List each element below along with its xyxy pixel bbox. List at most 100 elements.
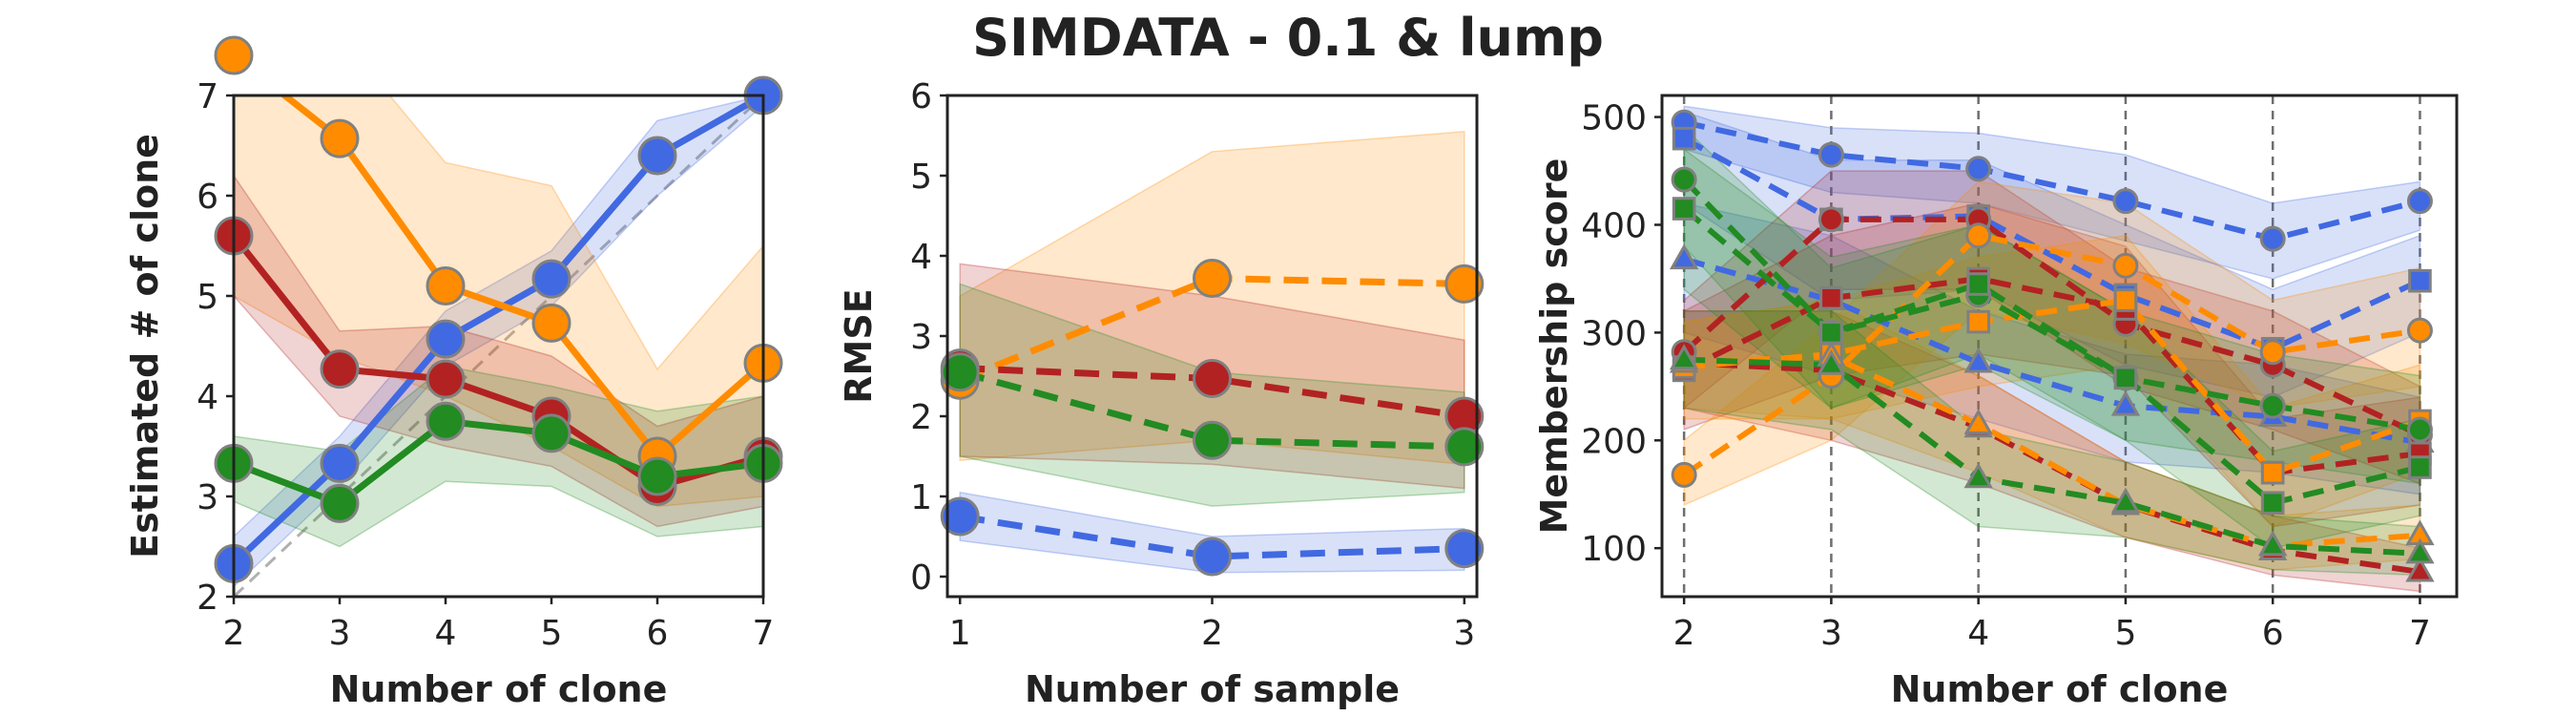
data-point-orange-circle [1965,222,1992,249]
data-point-green-square [1966,272,1990,296]
data-point-green-triangle [2405,537,2435,564]
data-point-orange-circle [2259,339,2286,366]
data-point-green-square [1819,321,1843,345]
data-point-green-square [2113,366,2138,390]
x-tick-label: 4 [1967,614,1989,653]
data-point-red-circle [1818,206,1844,233]
series-line-green [1681,177,2420,432]
data-point-green-circle [940,352,980,392]
data-point-blue-circle [1965,156,1992,182]
data-point-red-circle [1193,359,1232,399]
series-line-green [1682,206,2421,506]
y-tick-label: 4 [197,378,218,417]
data-point-green-circle [1671,166,1697,193]
data-point-orange-circle [2112,252,2139,279]
series-line-blue [1683,256,2420,446]
y-tick-label: 4 [910,238,932,277]
data-point-red-circle [320,349,360,390]
plot-area [1681,95,2421,597]
data-point-blue-circle [320,443,360,483]
data-point-blue-triangle [2110,390,2141,416]
x-tick-label: 4 [435,614,457,653]
plot-area [234,95,763,597]
data-point-green-circle [531,413,571,453]
x-tick-label: 6 [2262,614,2284,653]
data-point-green-circle [637,456,677,496]
y-tick-label: 300 [1581,314,1647,353]
x-tick-label: 7 [753,614,775,653]
x-tick-label: 1 [949,614,971,653]
data-point-red-triangle [2405,556,2435,582]
data-point-green-square [1672,197,1696,221]
data-point-blue-circle [940,496,980,537]
data-point-blue-triangle [1963,347,1993,373]
y-tick-label: 3 [197,478,218,517]
data-point-blue-circle [531,259,571,299]
data-point-blue-circle [637,136,677,176]
data-point-green-circle [320,483,360,523]
data-point-green-square [2260,491,2285,516]
data-point-orange-circle [1444,263,1485,304]
data-point-orange-circle [426,266,466,305]
data-point-blue-circle [2406,188,2433,215]
series-line-blue [234,95,763,566]
y-axis-label: RMSE [838,288,880,403]
y-tick-label: 2 [197,579,218,618]
data-point-blue-circle [2259,225,2286,252]
y-tick-label: 500 [1581,99,1647,138]
identity-line [234,95,763,597]
y-axis-label: Estimated # of clone [124,134,166,558]
x-axis-label: Number of clone [1891,668,2229,710]
data-point-blue-circle [426,319,466,359]
plot-area [958,130,1465,574]
y-tick-label: 100 [1581,530,1647,569]
data-point-orange-circle [320,118,360,158]
series-line-green [959,369,1465,451]
data-point-blue-circle [1444,529,1485,569]
data-point-blue-square [2408,268,2432,293]
confidence-band-red [1683,310,2421,593]
data-point-orange-square [1966,309,1990,334]
y-tick-label: 5 [910,158,932,197]
data-point-orange-circle [2406,317,2433,344]
y-tick-label: 0 [910,558,932,598]
x-tick-label: 2 [1201,614,1223,653]
data-point-blue-circle [1193,537,1232,577]
confidence-band-blue [959,491,1465,574]
series-line-green [1684,356,2420,557]
data-point-orange-square [2260,460,2285,485]
confidence-band-blue [1683,105,2421,280]
x-axis-label: Number of sample [1025,668,1400,710]
data-point-green-circle [426,401,466,441]
x-tick-label: 2 [223,614,245,653]
x-tick-label: 5 [2114,614,2136,653]
panel-estimated-clones: 2 3 4 5 6 7 2 3 4 5 6 7 Number of clone Estimated # o… [124,35,783,710]
y-tick-label: 200 [1581,422,1647,461]
data-point-orange-triangle [1963,409,1993,434]
data-point-green-circle [1444,427,1485,467]
y-tick-label: 6 [197,178,218,217]
y-tick-label: 6 [910,77,932,116]
x-tick-label: 6 [647,614,669,653]
series-line-blue [1683,119,2421,242]
x-tick-label: 2 [1673,614,1695,653]
figure-title: SIMDATA - 0.1 & lump [972,8,1604,68]
data-point-orange-circle [1193,259,1232,299]
data-point-blue-square [1672,126,1696,151]
data-point-green-square [2408,455,2432,479]
axes-frame [232,94,765,599]
data-point-green-triangle [1963,462,1993,489]
series-line-orange [1684,353,2420,549]
data-point-green-triangle [2110,487,2141,514]
data-point-red-circle [426,359,466,399]
x-tick-label: 3 [329,614,351,653]
series-line-blue [1682,136,2421,352]
y-tick-label: 7 [197,77,218,116]
data-point-green-circle [1193,420,1232,460]
series-line-red [1682,216,2421,438]
y-axis-label: Membership score [1533,158,1575,535]
x-tick-label: 3 [1820,614,1842,653]
data-point-orange-circle [531,303,571,343]
